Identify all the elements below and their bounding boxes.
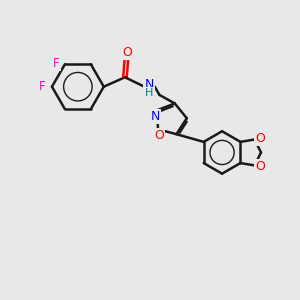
- Text: F: F: [53, 57, 60, 70]
- Text: O: O: [255, 131, 265, 145]
- Text: O: O: [154, 129, 164, 142]
- Text: O: O: [122, 46, 132, 59]
- Text: N: N: [144, 78, 154, 92]
- Text: F: F: [39, 80, 46, 93]
- Text: H: H: [145, 88, 153, 98]
- Text: N: N: [151, 110, 160, 123]
- Text: O: O: [255, 160, 265, 173]
